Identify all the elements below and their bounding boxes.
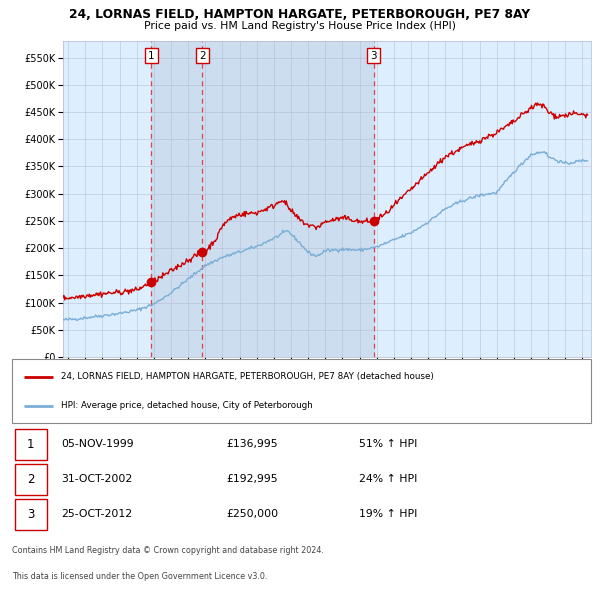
Text: 24% ↑ HPI: 24% ↑ HPI xyxy=(359,474,418,484)
Text: 19% ↑ HPI: 19% ↑ HPI xyxy=(359,509,418,519)
Text: £136,995: £136,995 xyxy=(226,440,278,450)
Bar xyxy=(15,429,47,460)
Text: 25-OCT-2012: 25-OCT-2012 xyxy=(61,509,133,519)
Text: 2: 2 xyxy=(199,51,206,61)
Text: 31-OCT-2002: 31-OCT-2002 xyxy=(61,474,133,484)
Text: 51% ↑ HPI: 51% ↑ HPI xyxy=(359,440,418,450)
Text: Contains HM Land Registry data © Crown copyright and database right 2024.: Contains HM Land Registry data © Crown c… xyxy=(12,546,324,555)
Text: 3: 3 xyxy=(27,508,35,521)
Text: Price paid vs. HM Land Registry's House Price Index (HPI): Price paid vs. HM Land Registry's House … xyxy=(144,21,456,31)
Bar xyxy=(15,464,47,494)
Text: HPI: Average price, detached house, City of Peterborough: HPI: Average price, detached house, City… xyxy=(61,401,313,410)
Bar xyxy=(202,41,374,357)
Text: 3: 3 xyxy=(370,51,377,61)
Text: This data is licensed under the Open Government Licence v3.0.: This data is licensed under the Open Gov… xyxy=(12,572,268,581)
Text: 1: 1 xyxy=(148,51,155,61)
Text: 1: 1 xyxy=(27,438,35,451)
Text: 2: 2 xyxy=(27,473,35,486)
Text: 05-NOV-1999: 05-NOV-1999 xyxy=(61,440,134,450)
Text: £192,995: £192,995 xyxy=(226,474,278,484)
Text: 24, LORNAS FIELD, HAMPTON HARGATE, PETERBOROUGH, PE7 8AY: 24, LORNAS FIELD, HAMPTON HARGATE, PETER… xyxy=(70,8,530,21)
Bar xyxy=(15,499,47,530)
Bar xyxy=(151,41,202,357)
Text: £250,000: £250,000 xyxy=(226,509,278,519)
Text: 24, LORNAS FIELD, HAMPTON HARGATE, PETERBOROUGH, PE7 8AY (detached house): 24, LORNAS FIELD, HAMPTON HARGATE, PETER… xyxy=(61,372,434,381)
